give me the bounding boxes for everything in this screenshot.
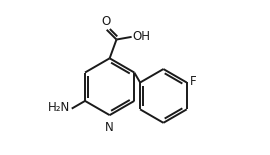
Text: O: O [101,15,111,28]
Text: N: N [105,121,114,134]
Text: H₂N: H₂N [48,101,70,114]
Text: F: F [190,75,196,88]
Text: OH: OH [133,30,151,43]
